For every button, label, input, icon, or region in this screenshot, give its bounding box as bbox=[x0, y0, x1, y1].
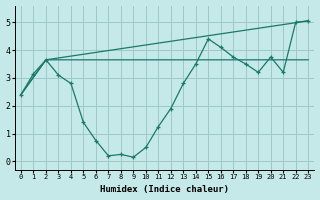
X-axis label: Humidex (Indice chaleur): Humidex (Indice chaleur) bbox=[100, 185, 229, 194]
